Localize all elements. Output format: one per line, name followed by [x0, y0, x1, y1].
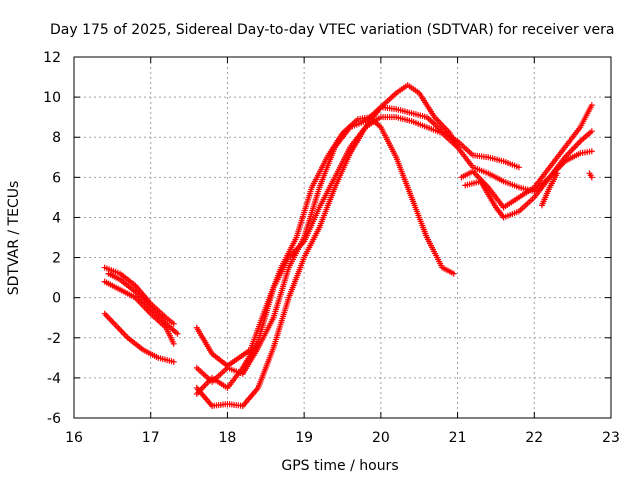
data-point [515, 164, 522, 171]
y-tick-label: 6 [52, 170, 61, 186]
data-point [588, 148, 595, 155]
y-tick-label: 10 [43, 90, 61, 106]
x-tick-label: 23 [602, 430, 620, 446]
data-point [588, 102, 595, 109]
series-track-9 [462, 128, 595, 221]
y-tick-label: -2 [47, 331, 61, 347]
data-point [170, 340, 177, 347]
y-tick-label: -6 [47, 411, 61, 427]
x-tick-label: 18 [219, 430, 237, 446]
y-tick-label: 0 [52, 291, 61, 307]
plot-frame [73, 56, 612, 419]
x-tick-label: 19 [295, 430, 313, 446]
x-tick-label: 17 [142, 430, 160, 446]
series-track-10 [458, 102, 595, 211]
x-axis-label: GPS time / hours [281, 458, 398, 474]
data-point [588, 128, 595, 135]
y-tick-label: 8 [52, 130, 61, 146]
series-track-6 [193, 104, 522, 385]
x-tick-label: 20 [372, 430, 390, 446]
data-point [588, 174, 595, 181]
y-axis-label: SDTVAR / TECUs [6, 181, 22, 296]
x-axis-ticks: 16 17 18 19 20 21 22 23 [65, 57, 620, 446]
y-tick-label: 4 [52, 210, 61, 226]
y-tick-label: 12 [43, 50, 61, 66]
series-track-2 [101, 278, 177, 347]
data-point [170, 358, 177, 365]
grid-lines [74, 57, 611, 418]
series-track-11 [538, 170, 561, 209]
data-point [554, 170, 561, 177]
series-track-12 [586, 170, 595, 181]
x-tick-label: 21 [449, 430, 467, 446]
data-marks [101, 82, 595, 409]
series-track-1 [101, 264, 177, 327]
data-point [450, 270, 457, 277]
y-axis-ticks: -6 -4 -2 0 2 4 6 8 10 12 [43, 50, 611, 427]
data-point [170, 320, 177, 327]
y-tick-label: 2 [52, 251, 61, 267]
series-track-3 [101, 310, 177, 365]
x-tick-label: 22 [525, 430, 543, 446]
data-point [174, 330, 181, 337]
series-track-4 [105, 270, 181, 337]
chart-title: Day 175 of 2025, Sidereal Day-to-day VTE… [50, 22, 614, 38]
x-tick-label: 16 [65, 430, 83, 446]
series-track-5 [193, 114, 457, 369]
series-track-8 [193, 114, 595, 397]
y-tick-label: -4 [47, 371, 61, 387]
